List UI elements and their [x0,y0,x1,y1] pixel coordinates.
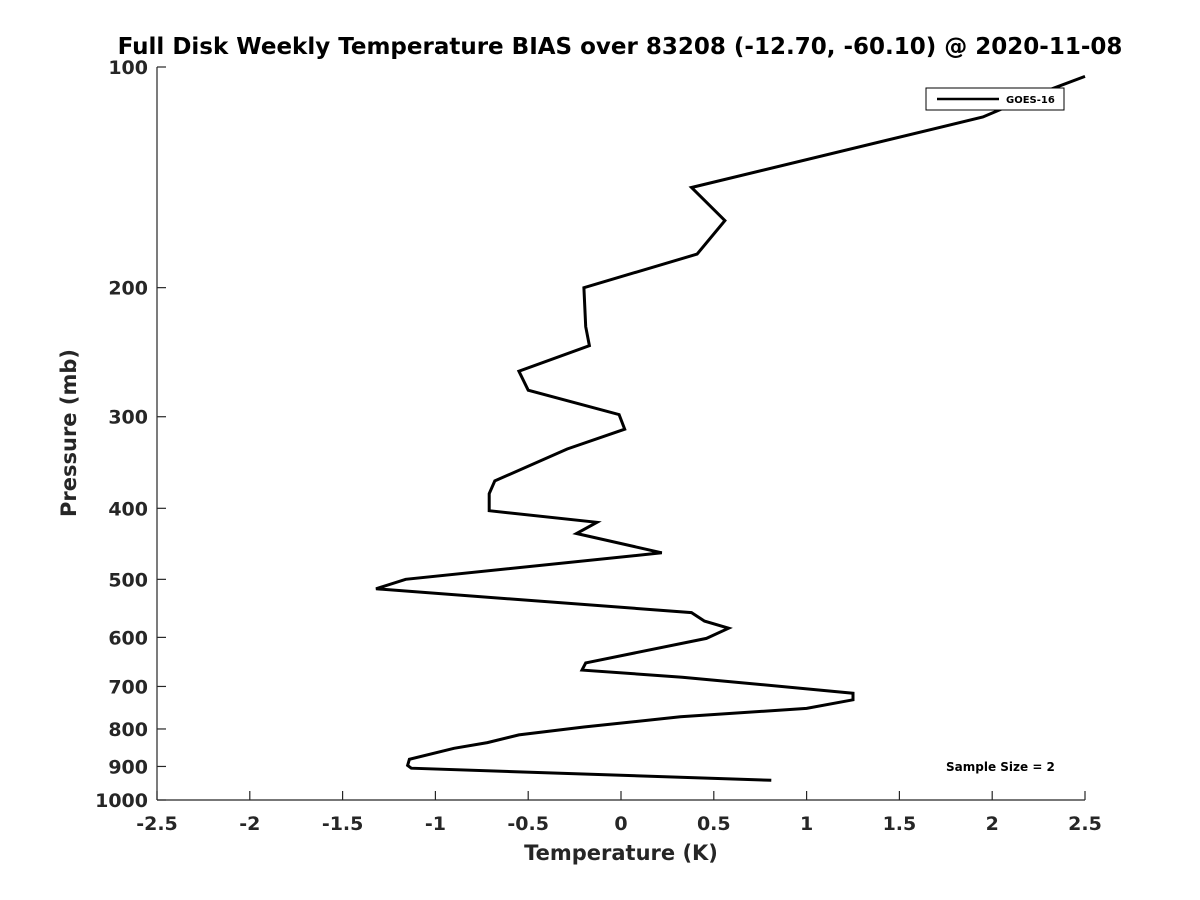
y-tick-label: 300 [108,407,148,429]
y-tick-label: 500 [108,569,148,591]
y-axis-label: Pressure (mb) [57,349,81,517]
y-tick-label: 800 [108,719,148,741]
y-tick-label: 400 [108,498,148,520]
y-tick-label: 200 [108,278,148,300]
x-tick-label: 0.5 [697,813,731,835]
x-tick-label: -1.5 [322,813,364,835]
x-tick-label: -1 [425,813,446,835]
x-tick-label: 1.5 [883,813,917,835]
sample-size-annotation: Sample Size = 2 [946,760,1055,774]
y-tick-label: 600 [108,627,148,649]
x-tick-label: 2 [986,813,999,835]
legend-label: GOES-16 [1006,95,1055,106]
y-tick-label: 900 [108,756,148,778]
x-axis-ticks: -2.5 -2 -1.5 -1 -0.5 0 0.5 1 1.5 2 2.5 [136,791,1102,835]
x-axis-label: Temperature (K) [524,841,718,865]
series-line-goes-16 [375,74,1086,782]
plot-area [157,67,1085,800]
x-tick-label: -2.5 [136,813,178,835]
y-axis-ticks: 100 200 300 400 500 600 700 800 900 1000 [95,57,166,812]
x-tick-label: -0.5 [507,813,549,835]
x-tick-label: 2.5 [1068,813,1102,835]
legend: GOES-16 [925,87,1065,111]
x-tick-label: -2 [239,813,260,835]
y-tick-label: 700 [108,676,148,698]
y-tick-label: 1000 [95,790,148,812]
chart-title: Full Disk Weekly Temperature BIAS over 8… [118,34,1123,60]
y-tick-label: 100 [108,57,148,79]
x-tick-label: 1 [800,813,813,835]
series-layer [375,74,1086,782]
x-tick-label: 0 [614,813,627,835]
